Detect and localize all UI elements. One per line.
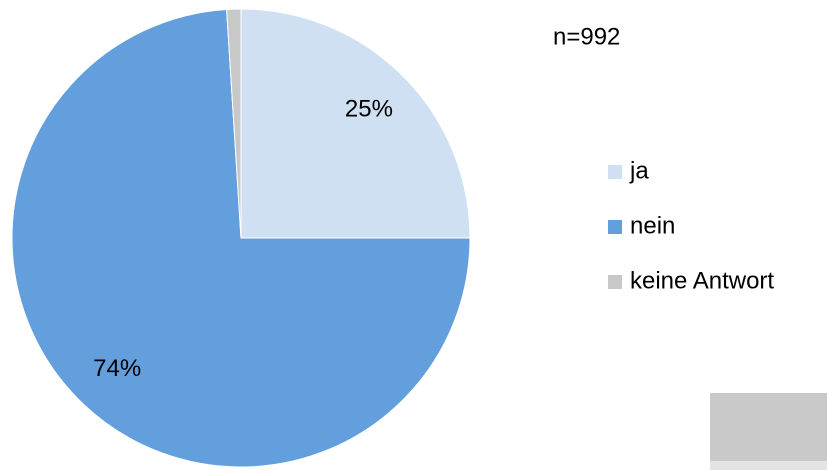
legend-swatch	[608, 220, 622, 234]
legend-label: ja	[629, 157, 649, 184]
annotation: n=992	[553, 23, 620, 50]
data-label: 25%	[345, 95, 393, 122]
pie-slice	[240, 8, 471, 239]
legend-swatch	[608, 165, 622, 179]
legend-label: nein	[630, 212, 675, 239]
pie-slice	[11, 8, 471, 468]
data-label: 74%	[93, 355, 141, 382]
decor-box	[710, 393, 827, 470]
decor-strip	[710, 461, 827, 470]
legend-label: keine Antwort	[630, 267, 774, 294]
legend-swatch	[608, 275, 622, 289]
pie-slice	[226, 8, 242, 239]
